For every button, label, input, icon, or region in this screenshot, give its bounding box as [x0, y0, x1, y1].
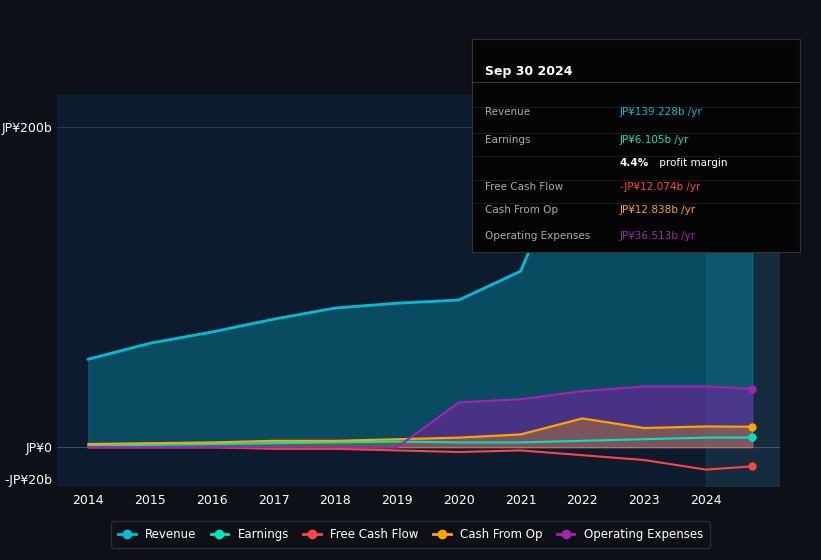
Text: JP¥12.838b /yr: JP¥12.838b /yr	[620, 205, 696, 215]
Text: JP¥36.513b /yr: JP¥36.513b /yr	[620, 231, 696, 241]
Text: Sep 30 2024: Sep 30 2024	[485, 65, 573, 78]
Legend: Revenue, Earnings, Free Cash Flow, Cash From Op, Operating Expenses: Revenue, Earnings, Free Cash Flow, Cash …	[111, 521, 710, 548]
Bar	[706, 95, 780, 487]
Text: Revenue: Revenue	[485, 108, 530, 117]
Text: Operating Expenses: Operating Expenses	[485, 231, 590, 241]
Text: JP¥6.105b /yr: JP¥6.105b /yr	[620, 135, 690, 145]
Text: Earnings: Earnings	[485, 135, 530, 145]
Text: -JP¥12.074b /yr: -JP¥12.074b /yr	[620, 182, 700, 192]
Text: Free Cash Flow: Free Cash Flow	[485, 182, 563, 192]
Text: 4.4%: 4.4%	[620, 158, 649, 169]
Text: Cash From Op: Cash From Op	[485, 205, 558, 215]
Text: JP¥139.228b /yr: JP¥139.228b /yr	[620, 108, 703, 117]
Text: profit margin: profit margin	[656, 158, 727, 169]
